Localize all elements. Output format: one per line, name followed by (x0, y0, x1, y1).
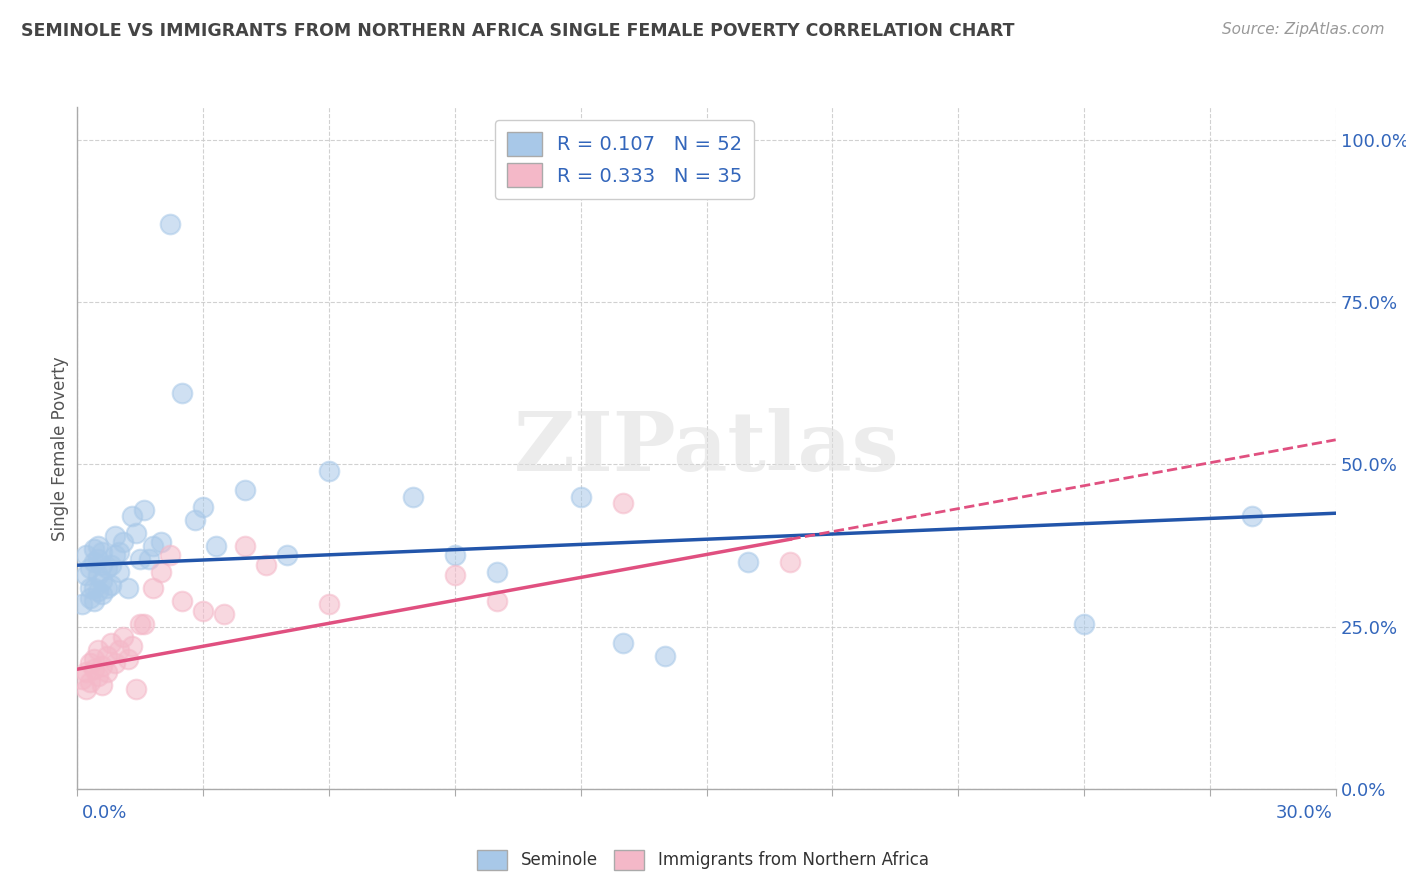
Point (87, 584, 110, 599)
Point (87, 642, 110, 657)
Point (125, 681, 148, 696)
Point (91, 678, 114, 692)
Y-axis label: Single Female Poverty: Single Female Poverty (51, 356, 69, 541)
Point (96, 649, 118, 664)
Legend: Seminole, Immigrants from Northern Africa: Seminole, Immigrants from Northern Afric… (471, 843, 935, 877)
Point (79, 675, 101, 690)
Point (125, 525, 148, 540)
Point (100, 636, 122, 650)
Point (612, 496, 634, 510)
Point (402, 490, 425, 504)
Point (254, 558, 277, 573)
Point (100, 558, 122, 573)
Point (91, 574, 114, 589)
Point (108, 642, 131, 657)
Point (142, 539, 165, 553)
Point (150, 565, 173, 579)
Point (1073, 616, 1095, 631)
Point (87, 551, 110, 566)
Point (318, 464, 340, 478)
Point (112, 630, 135, 644)
Point (172, 386, 194, 401)
Point (112, 535, 135, 549)
Point (87, 669, 110, 683)
Text: Source: ZipAtlas.com: Source: ZipAtlas.com (1222, 22, 1385, 37)
Point (612, 636, 634, 650)
Point (87, 539, 110, 553)
Point (108, 565, 131, 579)
Point (91, 659, 114, 673)
Point (104, 549, 127, 563)
Point (121, 509, 143, 524)
Point (318, 597, 340, 611)
Point (70, 672, 93, 686)
Point (79, 591, 101, 605)
Point (75, 549, 97, 563)
Text: 30.0%: 30.0% (1277, 804, 1333, 822)
Point (117, 581, 139, 595)
Point (150, 535, 173, 549)
Point (134, 616, 156, 631)
Point (212, 607, 235, 621)
Point (96, 561, 118, 575)
Text: 0.0%: 0.0% (82, 804, 127, 822)
Text: SEMINOLE VS IMMIGRANTS FROM NORTHERN AFRICA SINGLE FEMALE POVERTY CORRELATION CH: SEMINOLE VS IMMIGRANTS FROM NORTHERN AFR… (21, 22, 1015, 40)
Point (134, 503, 156, 517)
Point (276, 549, 298, 563)
Point (96, 581, 118, 595)
Point (104, 656, 127, 670)
Point (204, 539, 226, 553)
Point (108, 545, 131, 559)
Point (87, 568, 110, 582)
Point (129, 616, 152, 631)
Point (142, 581, 165, 595)
Point (96, 665, 118, 680)
Point (79, 656, 101, 670)
Point (172, 594, 194, 608)
Point (75, 665, 97, 680)
Point (79, 581, 101, 595)
Point (121, 640, 143, 654)
Point (444, 549, 467, 563)
Point (75, 568, 97, 582)
Point (83, 555, 105, 569)
Point (444, 568, 467, 582)
Point (654, 649, 676, 664)
Point (1240, 509, 1263, 524)
Point (191, 604, 215, 618)
Point (79, 561, 101, 575)
Point (191, 500, 215, 514)
Point (104, 529, 127, 543)
Point (70, 597, 93, 611)
Point (159, 217, 181, 231)
Point (779, 555, 801, 569)
Point (233, 483, 256, 498)
Point (83, 662, 105, 676)
Point (75, 681, 97, 696)
Legend: R = 0.107   N = 52, R = 0.333   N = 35: R = 0.107 N = 52, R = 0.333 N = 35 (495, 120, 754, 199)
Point (138, 551, 160, 566)
Point (233, 539, 256, 553)
Text: ZIPatlas: ZIPatlas (513, 409, 900, 488)
Point (569, 490, 592, 504)
Point (91, 545, 114, 559)
Point (485, 565, 508, 579)
Point (91, 587, 114, 601)
Point (91, 558, 114, 573)
Point (485, 594, 508, 608)
Point (159, 549, 181, 563)
Point (100, 578, 122, 592)
Point (129, 551, 152, 566)
Point (83, 541, 105, 556)
Point (737, 555, 759, 569)
Point (117, 652, 139, 666)
Point (83, 581, 105, 595)
Point (83, 594, 105, 608)
Point (184, 513, 207, 527)
Point (83, 652, 105, 666)
